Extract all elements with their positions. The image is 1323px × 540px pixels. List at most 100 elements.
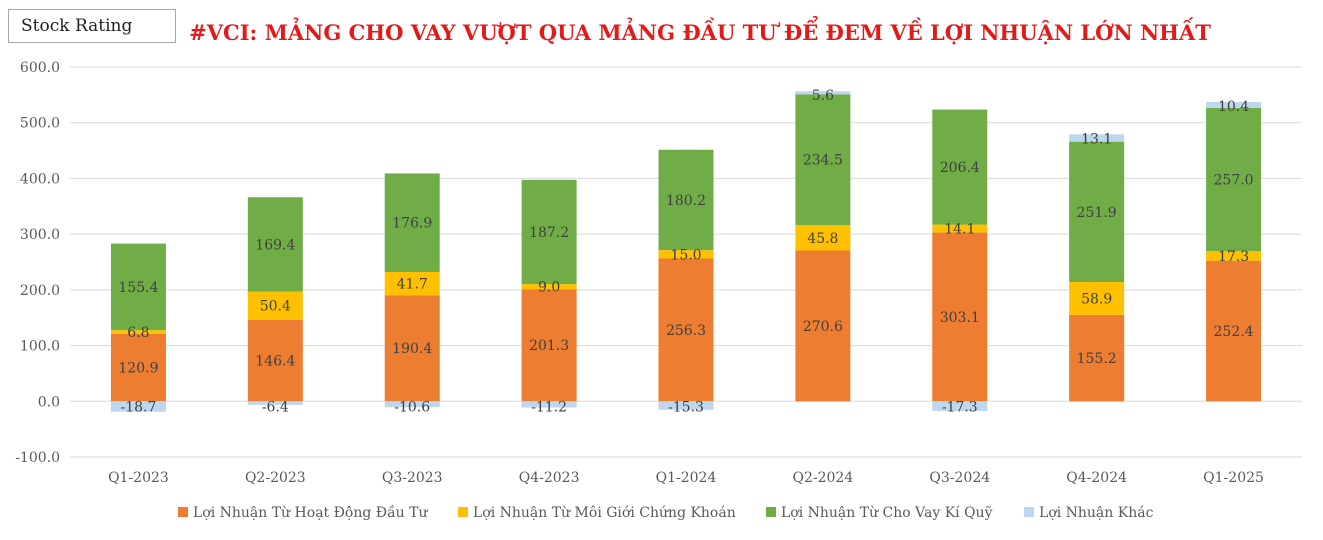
x-tick-label: Q1-2023	[108, 470, 169, 486]
legend-swatch	[178, 507, 188, 517]
data-label: 155.2	[1077, 351, 1117, 367]
legend-swatch	[766, 507, 776, 517]
data-label: 257.0	[1214, 172, 1254, 188]
data-label: 120.9	[118, 361, 158, 377]
x-tick-label: Q1-2024	[656, 470, 717, 486]
bar-segment	[1206, 260, 1262, 402]
x-axis: Q1-2023 Q2-2023 Q3-2023 Q4-2023 Q1-2024 Q2-20…	[108, 470, 1264, 486]
bar-segment	[384, 401, 440, 408]
y-axis: -100.0 0.0 100.0 200.0 300.0 400.0 500.0 600.0	[15, 60, 60, 466]
bar-segment	[932, 401, 988, 411]
legend-label: Lợi Nhuận Từ Cho Vay Kí Quỹ	[781, 505, 993, 521]
bar-segment	[932, 232, 988, 402]
data-label: 45.8	[807, 231, 838, 247]
data-label: 6.8	[127, 325, 149, 341]
data-label: 13.1	[1081, 131, 1112, 147]
bar-segment	[521, 289, 577, 402]
bar-segment	[110, 330, 166, 334]
data-label: 10.4	[1218, 99, 1249, 115]
bar-segment	[1206, 107, 1262, 252]
data-label: -15.3	[668, 399, 704, 415]
data-label: 256.3	[666, 323, 706, 339]
bar-segment	[658, 258, 714, 402]
bar-segment	[658, 149, 714, 251]
bar-segment	[1206, 102, 1262, 108]
data-label: 201.3	[529, 338, 569, 354]
x-tick-label: Q4-2023	[519, 470, 580, 486]
data-label: 14.1	[944, 221, 975, 237]
y-tick-label: 600.0	[20, 60, 60, 76]
chart-title: #VCI: MẢNG CHO VAY VƯỢT QUA MẢNG ĐẦU TƯ …	[189, 16, 1211, 45]
bar-segment	[521, 284, 577, 290]
bars	[110, 91, 1262, 412]
bar-segment	[110, 243, 166, 331]
bar-segment	[1069, 314, 1125, 402]
y-tick-label: -100.0	[15, 450, 60, 466]
brand-label: Stock Rating	[8, 9, 176, 43]
data-labels: 120.9 6.8 155.4 -18.7 146.4 50.4 169.4 -6.4 190.…	[118, 88, 1253, 415]
legend-swatch	[458, 507, 468, 517]
y-tick-label: 500.0	[20, 116, 60, 132]
data-label: 50.4	[260, 299, 291, 315]
legend-label: Lợi Nhuận Từ Hoạt Động Đầu Tư	[193, 504, 428, 521]
data-label: 155.4	[118, 280, 158, 296]
data-label: 17.3	[1218, 249, 1249, 265]
data-label: 5.6	[812, 88, 834, 104]
legend-swatch	[1024, 507, 1034, 517]
legend: Lợi Nhuận Từ Hoạt Động Đầu Tư Lợi Nhuận T…	[178, 504, 1154, 521]
bar-segment	[384, 173, 440, 272]
data-label: 58.9	[1081, 291, 1112, 307]
data-label: 234.5	[803, 153, 843, 169]
data-label: 9.0	[538, 280, 560, 296]
bar-segment	[384, 295, 440, 402]
bar-segment	[247, 291, 303, 320]
data-label: 169.4	[255, 237, 295, 253]
data-label: 187.2	[529, 225, 569, 241]
data-label: -18.7	[120, 399, 156, 415]
data-label: 190.4	[392, 341, 432, 357]
bar-segment	[521, 401, 577, 408]
bar-segment	[658, 401, 714, 410]
data-label: 252.4	[1214, 324, 1254, 340]
data-label: -17.3	[942, 399, 978, 415]
bar-segment	[932, 109, 988, 225]
bar-segment	[110, 401, 166, 412]
bar-segment	[795, 250, 851, 402]
bar-segment	[658, 250, 714, 259]
y-tick-label: 0.0	[38, 394, 60, 410]
bar-segment	[795, 225, 851, 251]
bar-segment	[247, 197, 303, 292]
bar-segment	[795, 94, 851, 226]
bar-segment	[521, 179, 577, 285]
x-tick-label: Q2-2023	[245, 470, 306, 486]
bar-segment	[384, 271, 440, 296]
bar-segment	[110, 333, 166, 402]
data-label: 180.2	[666, 193, 706, 209]
bar-segment	[1069, 134, 1125, 142]
data-label: 15.0	[670, 247, 701, 263]
legend-label: Lợi Nhuận Từ Môi Giới Chứng Khoán	[473, 505, 736, 521]
bar-segment	[1069, 282, 1125, 315]
y-tick-label: 300.0	[20, 227, 60, 243]
bar-segment	[1069, 141, 1125, 283]
data-label: 176.9	[392, 216, 432, 232]
y-tick-label: 200.0	[20, 283, 60, 299]
bar-segment	[795, 91, 851, 95]
x-tick-label: Q3-2023	[382, 470, 443, 486]
data-label: 146.4	[255, 354, 295, 370]
y-tick-label: 100.0	[20, 339, 60, 355]
data-label: 41.7	[397, 277, 428, 293]
x-tick-label: Q4-2024	[1066, 470, 1127, 486]
bar-segment	[1206, 251, 1262, 261]
bar-segment	[932, 224, 988, 233]
legend-label: Lợi Nhuận Khác	[1039, 505, 1154, 521]
bar-segment	[247, 319, 303, 402]
data-label: 251.9	[1077, 205, 1117, 221]
bar-segment	[247, 401, 303, 405]
data-label: -11.2	[531, 399, 567, 415]
x-tick-label: Q3-2024	[929, 470, 990, 486]
data-label: 270.6	[803, 319, 843, 335]
data-label: -6.4	[262, 399, 289, 415]
